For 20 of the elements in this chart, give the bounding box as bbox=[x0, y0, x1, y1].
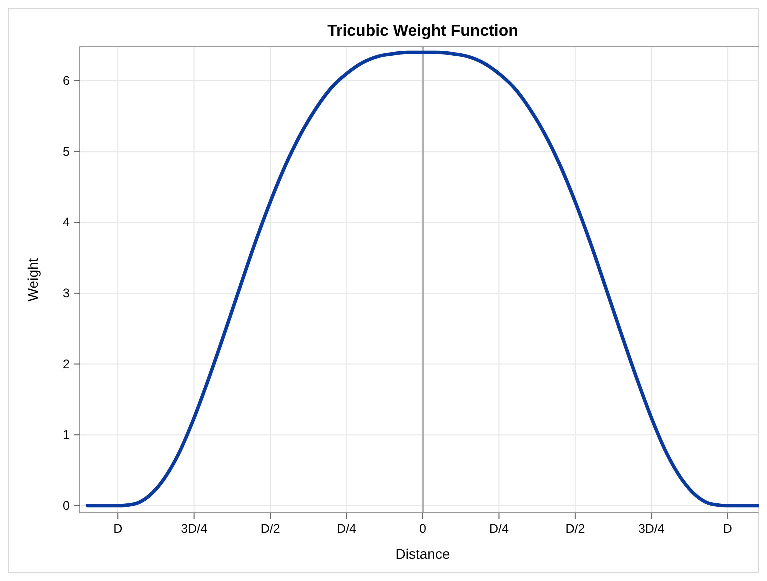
y-tick-label: 5 bbox=[63, 144, 70, 159]
y-axis-title: Weight bbox=[25, 258, 41, 302]
y-tick-label: 1 bbox=[63, 428, 70, 442]
x-tick-label: D/4 bbox=[337, 522, 357, 536]
chart-title: Tricubic Weight Function bbox=[328, 23, 518, 40]
x-tick-label: 3D/4 bbox=[638, 522, 665, 536]
y-tick-label: 2 bbox=[63, 357, 70, 372]
x-tick-label: D/2 bbox=[566, 522, 586, 536]
x-tick-label: D/4 bbox=[489, 522, 509, 536]
y-tick-label: 3 bbox=[63, 286, 70, 300]
x-tick-label: 3D/4 bbox=[181, 522, 208, 536]
x-tick-label: D bbox=[114, 522, 123, 536]
line-series bbox=[86, 50, 759, 508]
x-tick-label: 0 bbox=[420, 522, 427, 536]
x-tick-label: D bbox=[723, 522, 732, 536]
y-tick-label: 0 bbox=[63, 498, 70, 513]
x-tick-label: D/2 bbox=[260, 522, 280, 536]
x-axis-title: Distance bbox=[396, 546, 450, 562]
y-tick-label: 4 bbox=[63, 216, 70, 230]
y-tick-label: 6 bbox=[63, 74, 70, 88]
